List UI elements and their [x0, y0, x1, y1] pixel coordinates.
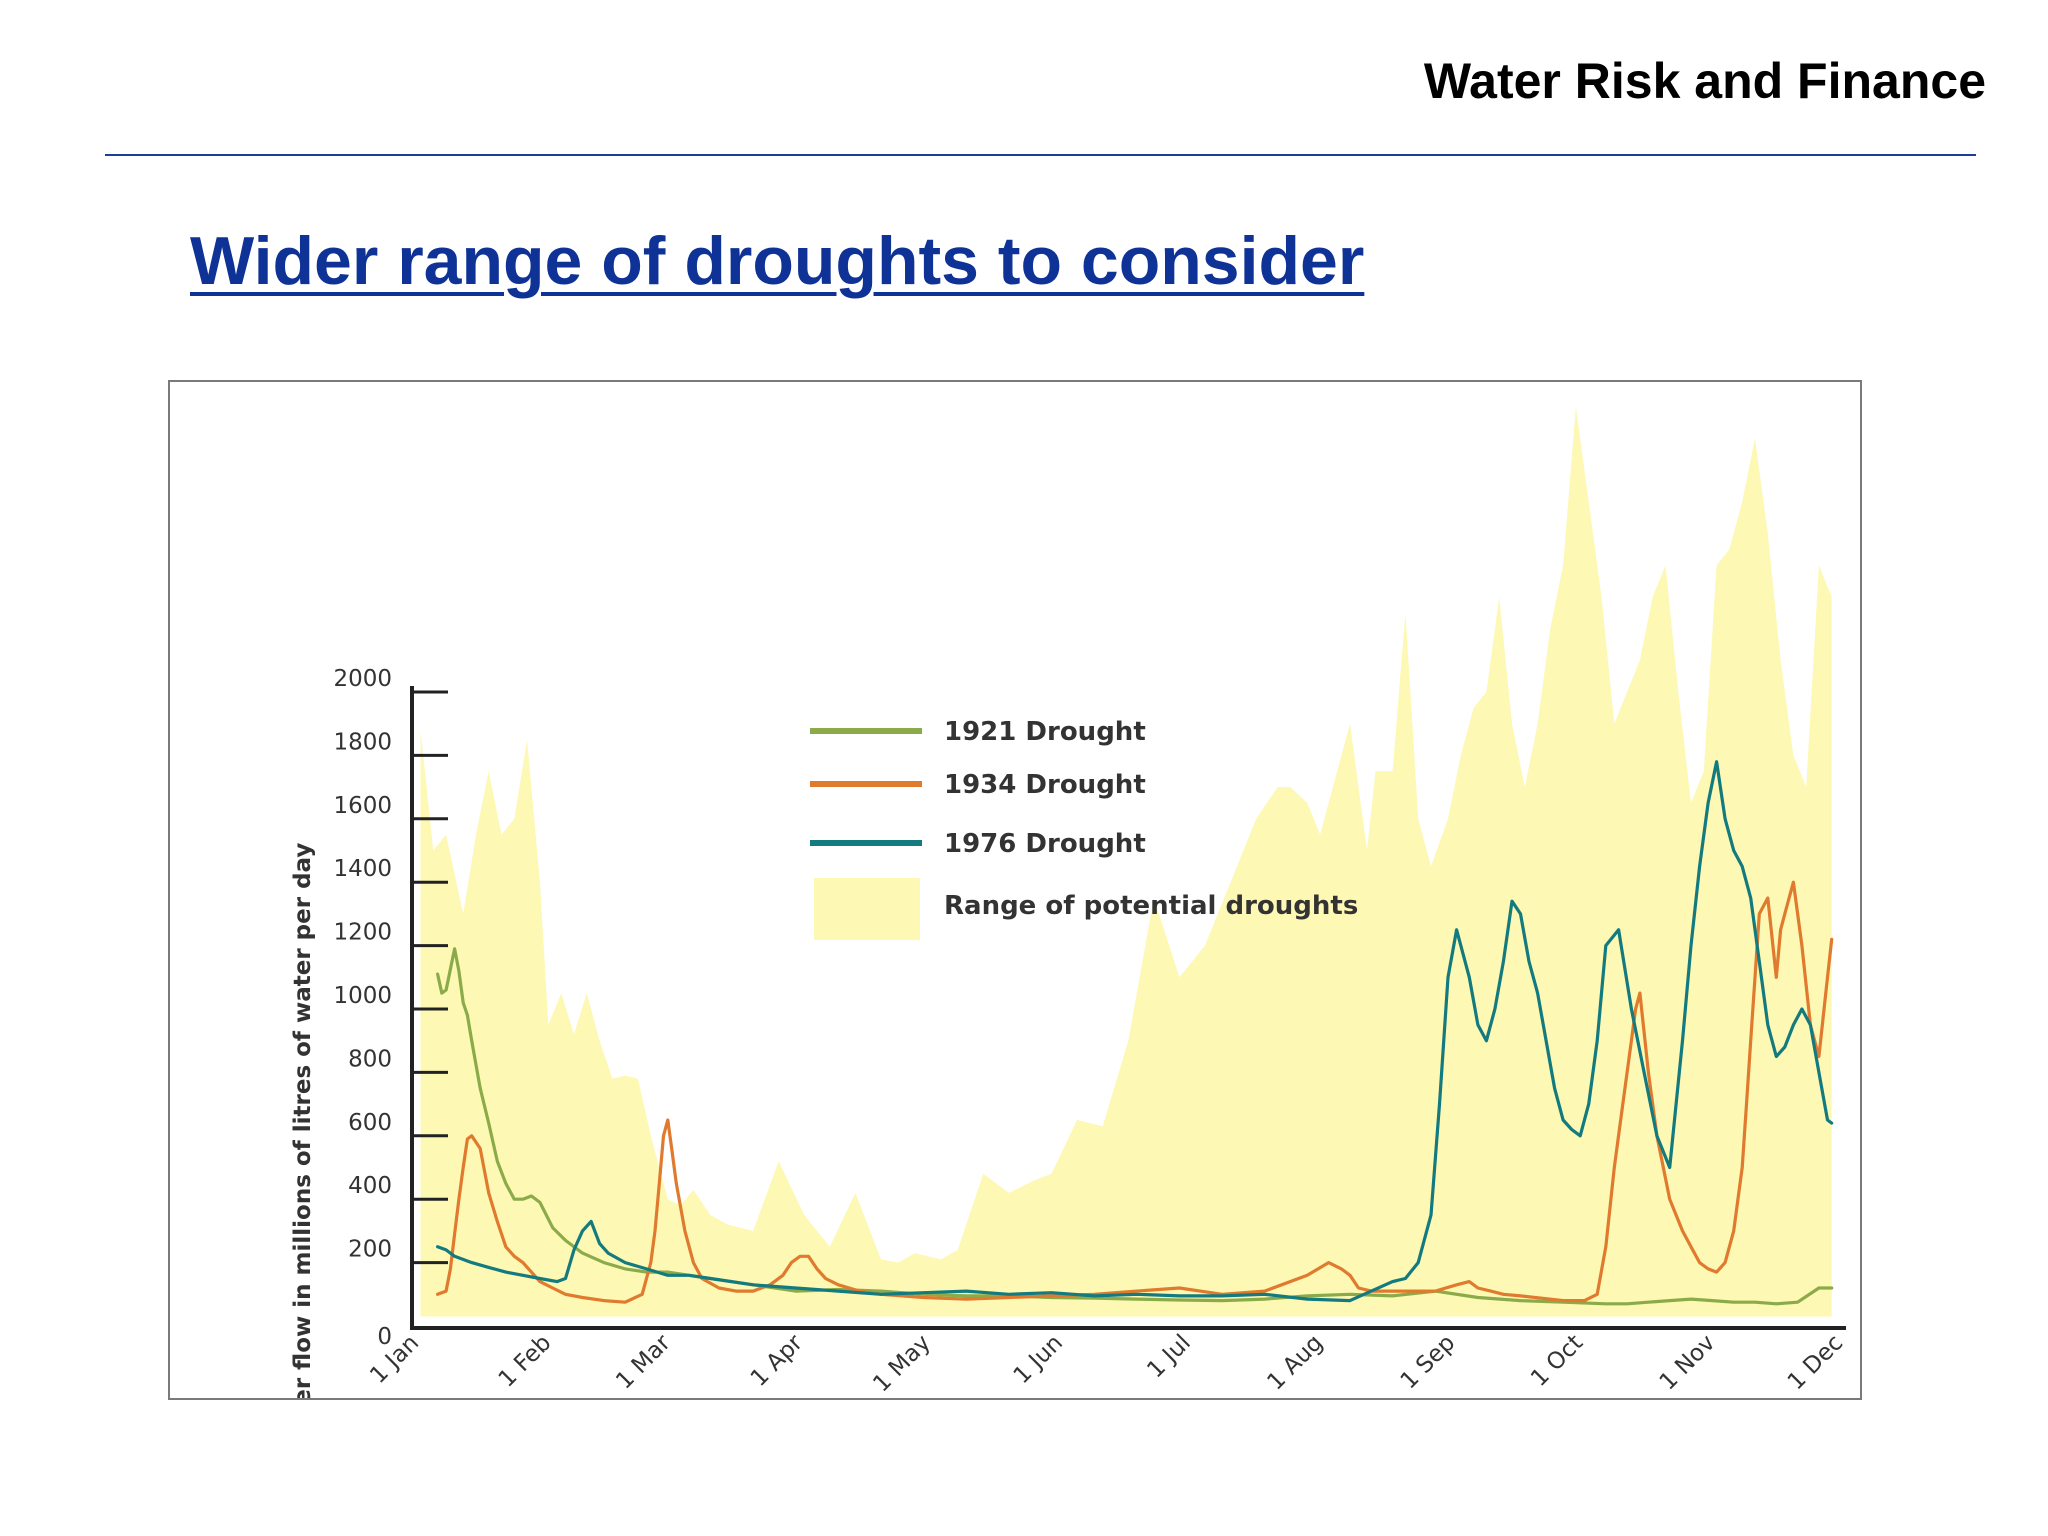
legend-label-1976: 1976 Drought — [944, 829, 1146, 859]
y-tick-label: 1200 — [333, 920, 392, 946]
header-divider — [105, 154, 1976, 156]
y-tick-label: 1400 — [333, 856, 392, 882]
y-tick-label: 200 — [348, 1237, 392, 1263]
header-title: Water Risk and Finance — [1423, 53, 1986, 109]
y-axis-title: River flow in millions of litres of wate… — [290, 843, 316, 1398]
x-tick-label: 1 Jul — [1142, 1330, 1196, 1384]
x-tick-label: 1 Apr — [746, 1329, 808, 1391]
x-tick-label: 1 Dec — [1783, 1330, 1848, 1395]
drought-flow-chart: 0 200 400 600 800 1000 1200 1400 1600 1800 2000 1 J… — [290, 406, 1848, 1398]
slide-heading: Wider range of droughts to consider — [190, 223, 1365, 299]
x-tick-label: 1 May — [868, 1330, 936, 1398]
legend-label-1934: 1934 Drought — [944, 770, 1146, 800]
y-tick-label: 1000 — [333, 983, 392, 1009]
y-tick-label: 0 — [377, 1324, 392, 1350]
x-tick-label: 1 Nov — [1655, 1330, 1721, 1396]
legend-swatch-range — [814, 878, 920, 940]
y-tick-label: 400 — [348, 1173, 392, 1199]
y-tick-label: 800 — [348, 1046, 392, 1072]
legend-label-1921: 1921 Drought — [944, 717, 1146, 747]
series-line-1976 — [436, 760, 1834, 1303]
x-tick-label: 1 Oct — [1526, 1330, 1588, 1392]
y-tick-label: 1600 — [333, 793, 392, 819]
series-line-1921 — [436, 947, 1834, 1306]
range-of-potential-droughts-band — [420, 406, 1832, 1317]
series-line-1934 — [436, 880, 1834, 1304]
x-tick-label: 1 Jun — [1009, 1330, 1068, 1389]
x-tick-label: 1 Mar — [611, 1329, 676, 1394]
y-tick-label: 2000 — [333, 666, 392, 692]
y-tick-label: 600 — [348, 1110, 392, 1136]
y-tick-label: 1800 — [333, 729, 392, 755]
x-tick-label: 1 Jan — [365, 1330, 424, 1389]
x-tick-label: 1 Aug — [1262, 1330, 1328, 1396]
x-tick-label: 1 Sep — [1396, 1330, 1461, 1395]
chart-frame: 0 200 400 600 800 1000 1200 1400 1600 1800 2000 1 J… — [168, 380, 1862, 1400]
legend-label-range: Range of potential droughts — [944, 891, 1358, 921]
x-tick-label: 1 Feb — [494, 1330, 557, 1393]
